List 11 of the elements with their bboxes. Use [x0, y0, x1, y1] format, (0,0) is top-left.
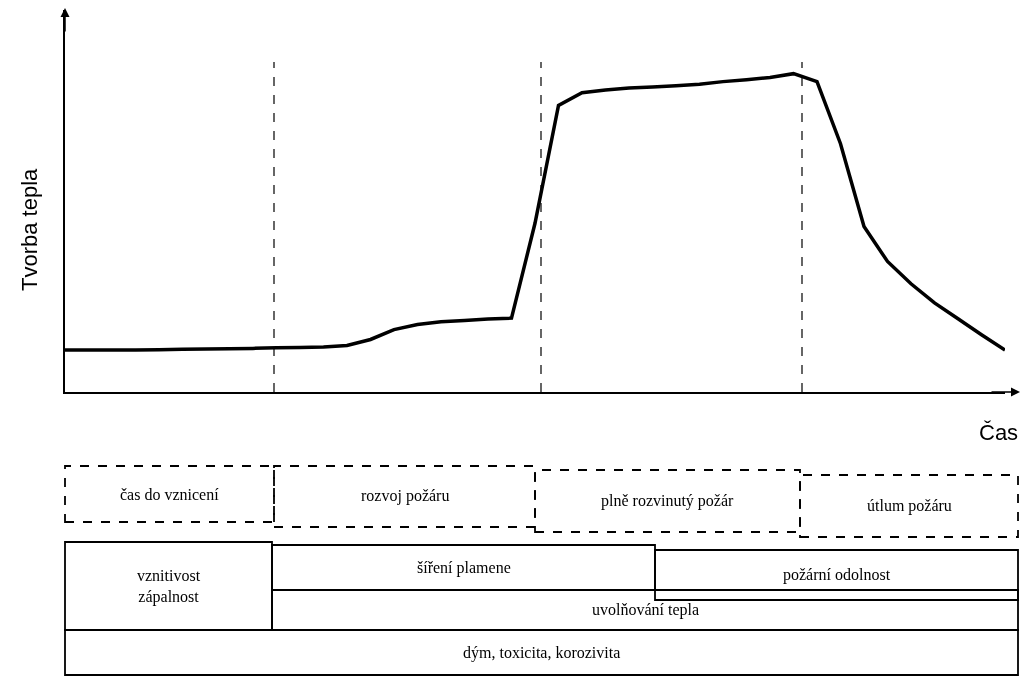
text: čas do vznicení — [120, 486, 220, 503]
text: plně rozvinutý požár — [601, 492, 735, 510]
text: rozvoj požáru — [361, 487, 450, 505]
text: vznitivost zápalnost — [137, 567, 201, 606]
text: dým, toxicita, korozivita — [463, 644, 621, 662]
y-axis-title: Tvorba tepla — [17, 167, 42, 291]
text: útlum požáru — [867, 497, 952, 515]
x-axis-title: Čas — [979, 420, 1019, 445]
text: šíření plamene — [417, 559, 511, 577]
text: požární odolnost — [783, 566, 891, 584]
text: uvolňování tepla — [592, 601, 700, 619]
